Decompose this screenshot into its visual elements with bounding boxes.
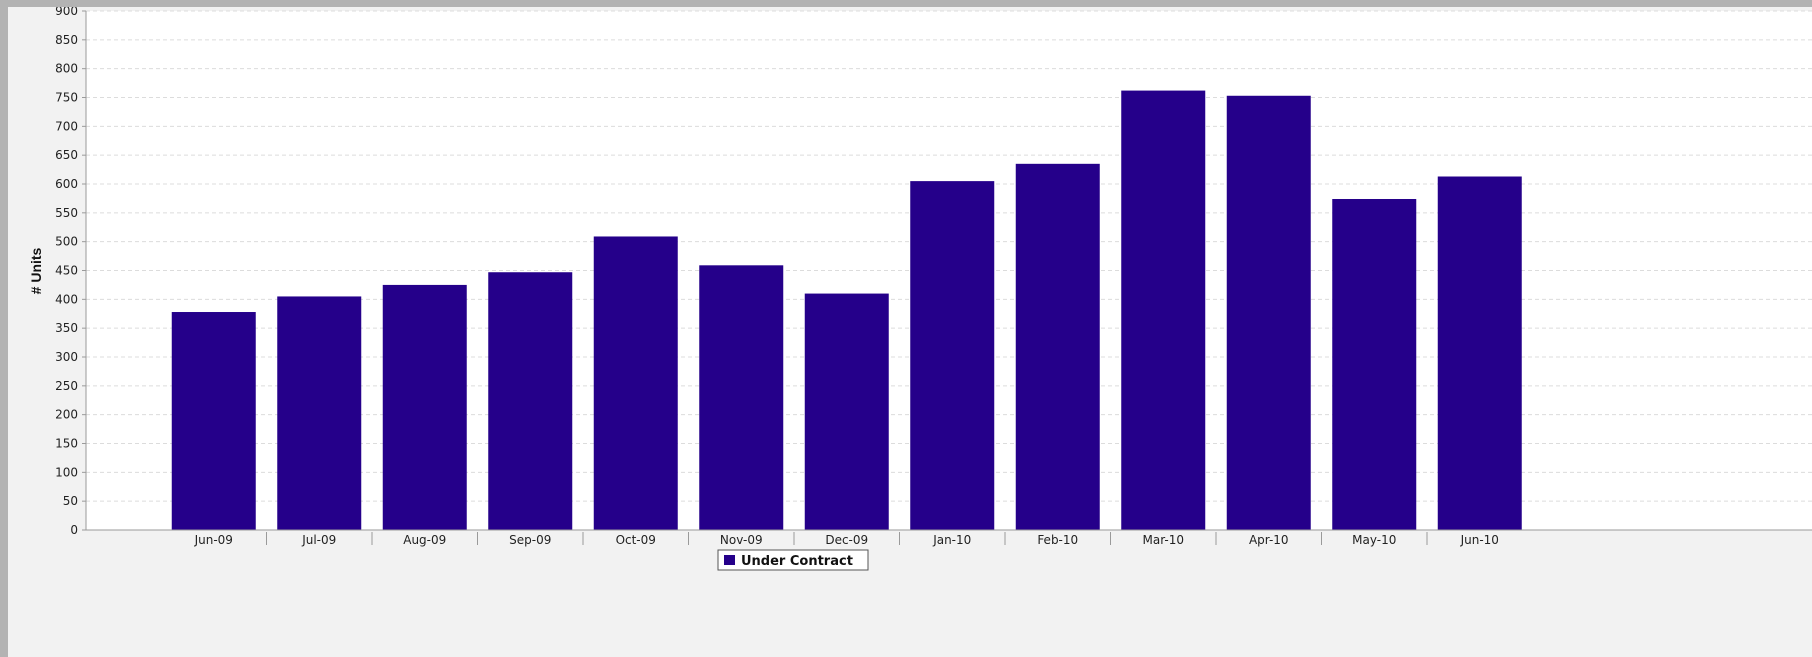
y-tick-label: 150 — [55, 437, 78, 451]
y-tick-label: 400 — [55, 292, 78, 306]
y-tick-label: 300 — [55, 350, 78, 364]
x-tick-label: May-10 — [1352, 533, 1396, 547]
bar-may-10 — [1332, 198, 1417, 530]
y-tick-label: 600 — [55, 177, 78, 191]
y-axis-title: # Units — [28, 247, 44, 294]
bar-jan-10 — [910, 181, 995, 530]
y-tick-label: 650 — [55, 148, 78, 162]
y-tick-label: 50 — [63, 494, 78, 508]
bar-feb-10 — [1015, 163, 1100, 531]
y-tick-label: 200 — [55, 408, 78, 422]
x-tick-label: Feb-10 — [1037, 533, 1078, 547]
x-tick-label: Apr-10 — [1249, 533, 1289, 547]
bar-jun-09 — [171, 312, 256, 530]
chart-frame: 0 50 100 150 200 250 300 350 400 450 500 550 600 650 7… — [8, 7, 1812, 657]
legend-label: Under Contract — [741, 554, 853, 569]
x-tick-label: Sep-09 — [509, 533, 551, 547]
legend-swatch — [724, 555, 735, 565]
y-tick-label: 350 — [55, 321, 78, 335]
y-tick-label: 850 — [55, 33, 78, 47]
x-tick-label: Mar-10 — [1143, 533, 1184, 547]
bar-jul-09 — [277, 296, 362, 530]
x-tick-label: Jun-09 — [194, 533, 233, 547]
y-tick-label: 250 — [55, 379, 78, 393]
y-tick-label: 550 — [55, 206, 78, 220]
x-tick-label: Dec-09 — [825, 533, 868, 547]
y-tick-label: 700 — [55, 119, 78, 133]
bar-mar-10 — [1121, 90, 1206, 530]
y-tick-label: 450 — [55, 264, 78, 278]
bar-nov-09 — [699, 265, 784, 530]
x-tick-label: Aug-09 — [403, 533, 446, 547]
x-tick-label: Jan-10 — [932, 533, 971, 547]
bar-aug-09 — [382, 284, 467, 530]
bar-sep-09 — [488, 272, 573, 530]
y-tick-label: 100 — [55, 465, 78, 479]
bar-oct-09 — [593, 236, 678, 530]
bar-dec-09 — [804, 293, 889, 530]
legend-box — [717, 549, 869, 571]
x-axis-ticks: Jun-09 Jul-09 Aug-09 Sep-09 Oct-09 Nov-09 Dec-… — [194, 532, 1499, 547]
y-tick-label: 800 — [55, 62, 78, 76]
y-tick-label: 750 — [55, 91, 78, 105]
x-tick-label: Jun-10 — [1460, 533, 1499, 547]
bar-apr-10 — [1226, 95, 1311, 531]
bar-chart: 0 50 100 150 200 250 300 350 400 450 500 550 600 650 7… — [28, 7, 1812, 571]
bars — [171, 90, 1522, 531]
legend: Under Contract — [717, 549, 869, 571]
x-tick-label: Oct-09 — [616, 533, 656, 547]
y-tick-label: 900 — [55, 7, 78, 18]
x-tick-label: Jul-09 — [301, 533, 336, 547]
y-tick-label: 0 — [70, 523, 78, 537]
bar-jun-10 — [1437, 176, 1522, 530]
y-axis-ticks: 0 50 100 150 200 250 300 350 400 450 500 550 600 650 7… — [55, 7, 86, 537]
y-tick-label: 500 — [55, 235, 78, 249]
x-tick-label: Nov-09 — [720, 533, 763, 547]
